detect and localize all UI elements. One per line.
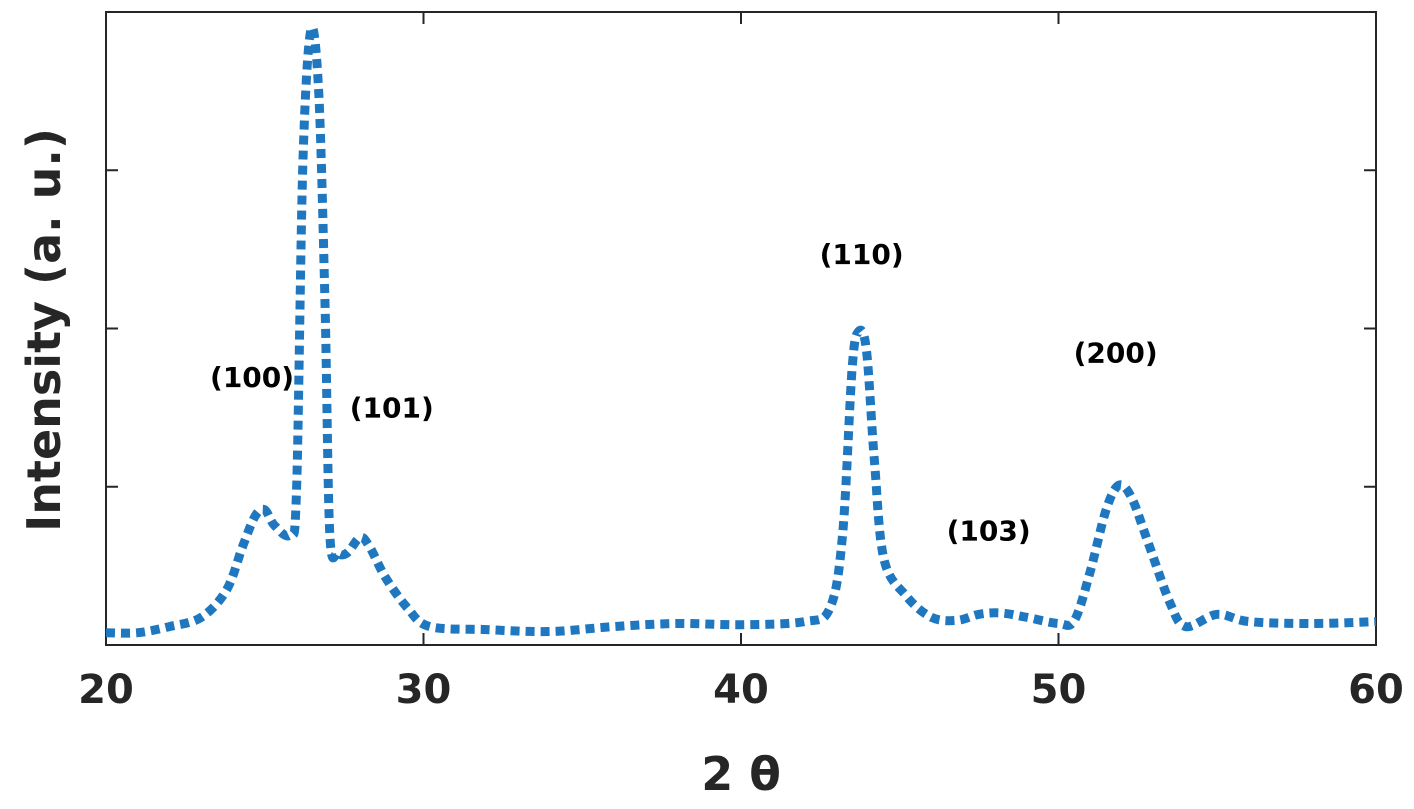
peak-label: (110) (820, 238, 904, 271)
axes-box (105, 11, 1377, 646)
x-tick-label: 50 (1031, 667, 1087, 713)
x-axis-label: 2 θ (701, 747, 781, 801)
series-line (105, 23, 1377, 638)
peak-annotations: (100)(002)(101)(110)(103)(200) (210, 238, 1158, 548)
x-tick-label: 30 (396, 667, 452, 713)
peak-label: (101) (350, 392, 434, 425)
y-axis-label: Intensity (a. u.) (17, 128, 71, 532)
plot-area (105, 11, 1377, 646)
x-axis-ticks: 20 30 40 50 60 (78, 12, 1404, 713)
peak-label: (100) (210, 361, 294, 394)
peak-label: (200) (1074, 336, 1158, 369)
x-tick-label: 40 (713, 667, 769, 713)
peak-label: (103) (947, 515, 1031, 548)
x-tick-label: 20 (78, 667, 134, 713)
y-axis-ticks (106, 169, 1376, 488)
x-tick-label: 60 (1348, 667, 1404, 713)
